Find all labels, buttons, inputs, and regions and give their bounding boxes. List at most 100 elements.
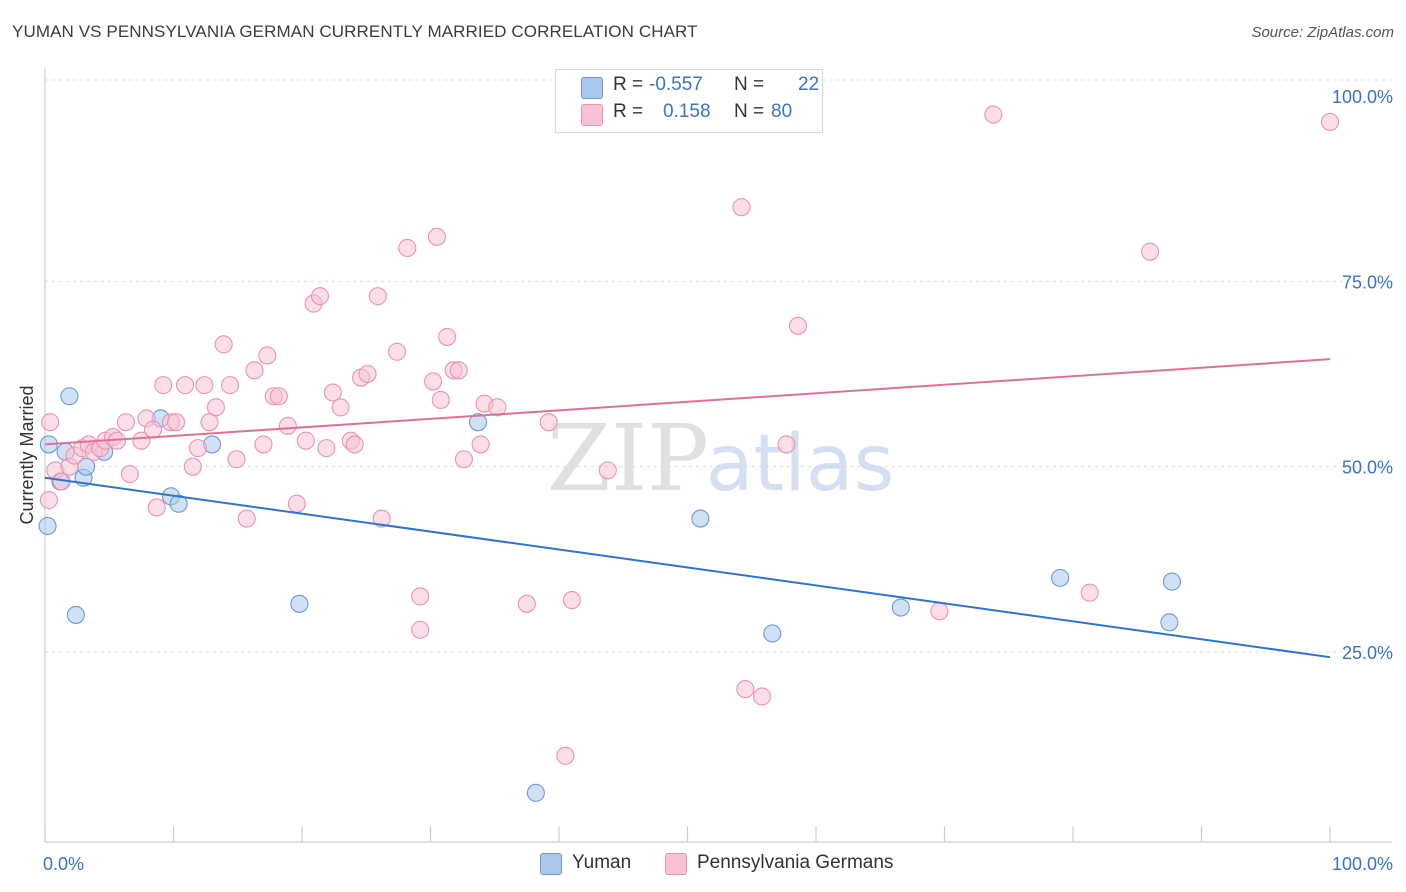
point-pennsylvania-germans xyxy=(427,227,446,246)
watermark: ZIP atlas xyxy=(547,405,894,512)
point-pennsylvania-germans xyxy=(984,105,1003,124)
point-pennsylvania-germans xyxy=(788,316,808,335)
n-label: N = xyxy=(734,101,765,122)
point-yuman xyxy=(1051,568,1070,587)
point-pennsylvania-germans xyxy=(254,435,273,454)
point-pennsylvania-germans xyxy=(388,342,407,361)
point-pennsylvania-germans xyxy=(116,413,136,432)
point-pennsylvania-germans xyxy=(183,457,202,476)
point-pennsylvania-germans xyxy=(195,376,214,395)
point-pennsylvania-germans xyxy=(598,461,617,480)
point-pennsylvania-germans xyxy=(188,439,207,458)
point-pennsylvania-germans xyxy=(143,420,162,439)
point-yuman xyxy=(1162,572,1181,591)
point-pennsylvania-germans xyxy=(438,327,457,346)
point-pennsylvania-germans xyxy=(454,450,473,469)
point-pennsylvania-germans xyxy=(488,398,507,417)
legend-swatch-yuman xyxy=(540,853,562,875)
r-label: R = xyxy=(613,101,644,122)
axis-labels: 25.0% 50.0% 75.0% 100.0% 0.0% 100.0% Currently… xyxy=(17,87,1393,874)
point-pennsylvania-germans xyxy=(372,509,391,528)
x-tick-label: 0.0% xyxy=(43,854,84,874)
point-pennsylvania-germans xyxy=(539,413,558,432)
point-yuman xyxy=(691,509,710,528)
point-pennsylvania-germans xyxy=(323,383,342,402)
trend-line-pennsylvania-germans xyxy=(44,358,1331,446)
trend-lines xyxy=(44,358,1331,659)
point-pennsylvania-germans xyxy=(1320,112,1340,131)
point-pennsylvania-germans xyxy=(154,376,173,395)
y-tick-label: 100.0% xyxy=(1332,87,1393,107)
point-pennsylvania-germans xyxy=(345,435,364,454)
point-yuman xyxy=(38,516,57,536)
legend-swatch-pennsylvania-germans xyxy=(581,104,603,126)
point-pennsylvania-germans xyxy=(1080,583,1099,602)
point-pennsylvania-germans xyxy=(41,413,60,432)
point-pennsylvania-germans xyxy=(752,687,772,706)
point-pennsylvania-germans xyxy=(517,594,536,613)
y-axis-title: Currently Married xyxy=(17,385,37,524)
point-pennsylvania-germans xyxy=(269,387,288,406)
chart-title: YUMAN VS PENNSYLVANIA GERMAN CURRENTLY M… xyxy=(12,22,698,41)
point-pennsylvania-germans xyxy=(258,346,277,365)
legend-label-pennsylvania-germans: Pennsylvania Germans xyxy=(697,852,894,873)
point-pennsylvania-germans xyxy=(227,450,246,469)
point-pennsylvania-germans xyxy=(732,198,751,217)
point-yuman xyxy=(290,594,309,613)
y-tick-label: 75.0% xyxy=(1342,272,1393,292)
point-yuman xyxy=(526,783,545,802)
point-pennsylvania-germans xyxy=(120,465,139,484)
r-value: -0.557 xyxy=(649,74,703,95)
x-tick-label: 100.0% xyxy=(1332,854,1393,874)
point-pennsylvania-germans xyxy=(411,587,430,606)
point-pennsylvania-germans xyxy=(167,413,186,432)
correlation-legend: R = -0.557 N = 22 R = 0.158 N = 80 xyxy=(555,69,823,133)
source-label: Source: ZipAtlas.com xyxy=(1251,24,1394,41)
point-pennsylvania-germans xyxy=(206,398,225,417)
point-pennsylvania-germans xyxy=(930,602,949,621)
point-pennsylvania-germans xyxy=(176,376,195,395)
point-pennsylvania-germans xyxy=(777,435,796,454)
y-tick-label: 25.0% xyxy=(1342,643,1393,663)
point-pennsylvania-germans xyxy=(398,238,417,258)
point-pennsylvania-germans xyxy=(132,431,151,450)
point-yuman xyxy=(66,605,85,624)
point-pennsylvania-germans xyxy=(331,398,350,417)
watermark-zip: ZIP xyxy=(547,405,709,512)
legend-label-yuman: Yuman xyxy=(572,852,632,873)
point-pennsylvania-germans xyxy=(449,361,468,380)
point-yuman xyxy=(1160,613,1179,632)
point-pennsylvania-germans xyxy=(431,390,450,409)
point-pennsylvania-germans xyxy=(220,376,240,395)
legend-swatch-pennsylvania-germans xyxy=(665,853,687,875)
point-pennsylvania-germans xyxy=(39,490,58,510)
point-yuman xyxy=(60,387,79,406)
point-yuman xyxy=(763,624,782,643)
point-pennsylvania-germans xyxy=(424,372,443,391)
point-pennsylvania-germans xyxy=(237,509,256,528)
point-pennsylvania-germans xyxy=(310,287,330,306)
point-pennsylvania-germans xyxy=(562,591,581,610)
point-pennsylvania-germans xyxy=(296,431,315,450)
watermark-atlas: atlas xyxy=(706,419,895,509)
point-yuman xyxy=(468,413,488,432)
point-pennsylvania-germans xyxy=(358,364,377,384)
point-yuman xyxy=(169,494,188,513)
point-pennsylvania-germans xyxy=(245,361,264,380)
point-pennsylvania-germans xyxy=(736,680,755,699)
point-pennsylvania-germans xyxy=(214,335,233,354)
point-pennsylvania-germans xyxy=(1141,242,1160,261)
legend-swatch-yuman xyxy=(581,77,603,99)
r-label: R = xyxy=(613,74,644,95)
point-pennsylvania-germans xyxy=(411,620,430,639)
n-value: 80 xyxy=(771,101,793,122)
data-points xyxy=(38,105,1340,802)
point-pennsylvania-germans xyxy=(278,416,297,435)
point-pennsylvania-germans xyxy=(317,439,336,458)
trend-line-yuman xyxy=(44,476,1331,659)
point-pennsylvania-germans xyxy=(368,287,387,306)
n-label: N = xyxy=(734,74,765,95)
point-yuman xyxy=(891,598,910,617)
point-pennsylvania-germans xyxy=(287,494,306,513)
